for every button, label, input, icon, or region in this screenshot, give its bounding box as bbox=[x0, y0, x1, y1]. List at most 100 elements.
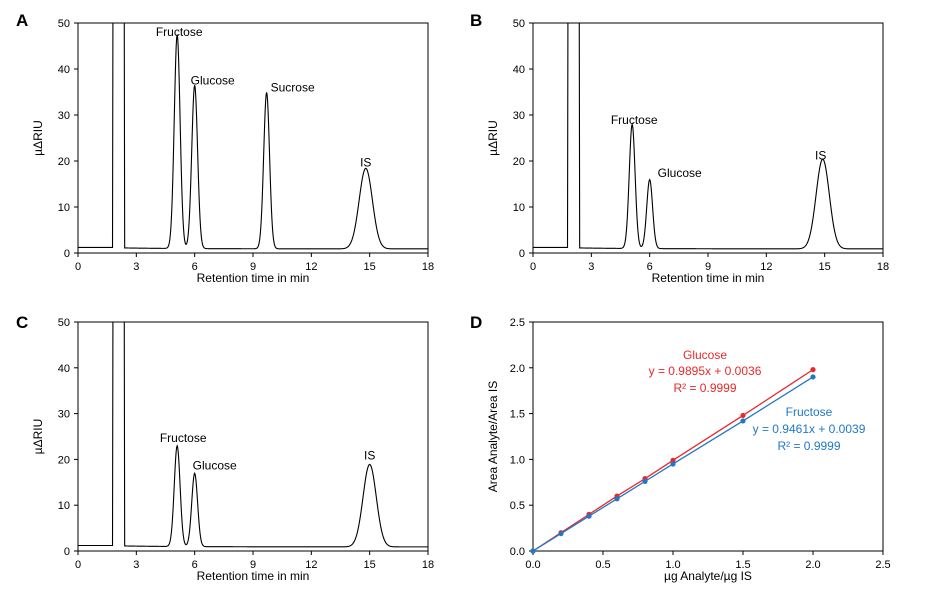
panel-letter: C bbox=[16, 313, 28, 332]
y-tick-label: 2.5 bbox=[510, 317, 525, 329]
y-tick-label: 10 bbox=[513, 202, 525, 214]
data-point-fructose bbox=[740, 418, 746, 424]
peak-label-glucose: Glucose bbox=[191, 74, 235, 88]
x-tick-label: 9 bbox=[250, 559, 256, 571]
x-tick-label: 1.5 bbox=[735, 559, 750, 571]
x-tick-label: 9 bbox=[250, 261, 256, 273]
x-tick-label: 0 bbox=[75, 261, 81, 273]
x-tick-label: 15 bbox=[819, 261, 831, 273]
plot-frame bbox=[532, 22, 884, 254]
data-point-glucose bbox=[810, 367, 816, 373]
x-tick-label: 18 bbox=[422, 261, 434, 273]
y-tick-label: 30 bbox=[58, 409, 70, 421]
x-tick-label: 2.5 bbox=[875, 559, 890, 571]
y-tick-label: 0.0 bbox=[510, 546, 525, 558]
panel-d: D 0.0 0.5 1.0 1.5 2.0 2.5 0.0 0.5 1.0 1.5 2.0 2.5 µg … bbox=[470, 313, 891, 583]
peak-label-is: IS bbox=[364, 449, 375, 463]
x-tick-label: 0 bbox=[530, 261, 536, 273]
y-tick-label: 0.5 bbox=[510, 500, 525, 512]
series-name-glucose: Glucose bbox=[683, 348, 727, 362]
chromatogram-trace bbox=[78, 322, 428, 548]
y-tick-label: 0 bbox=[64, 546, 70, 558]
y-tick-label: 50 bbox=[58, 18, 70, 30]
y-tick-label: 0 bbox=[519, 248, 525, 260]
x-tick-label: 12 bbox=[305, 261, 317, 273]
y-tick-label: 30 bbox=[58, 110, 70, 122]
x-tick-label: 15 bbox=[364, 261, 376, 273]
data-point-fructose bbox=[530, 548, 536, 554]
x-tick-label: 3 bbox=[133, 559, 139, 571]
x-tick-label: 0.0 bbox=[525, 559, 540, 571]
x-tick-label: 2.0 bbox=[805, 559, 820, 571]
x-tick-label: 12 bbox=[305, 559, 317, 571]
x-tick-label: 9 bbox=[705, 261, 711, 273]
panel-b: B 0 3 6 9 12 15 18 0 10 20 30 40 50 Retention time in … bbox=[470, 11, 889, 285]
x-axis-label: Retention time in min bbox=[197, 569, 310, 583]
panel-letter: A bbox=[16, 11, 28, 30]
y-tick-label: 1.0 bbox=[510, 454, 525, 466]
y-tick-label: 10 bbox=[58, 500, 70, 512]
y-tick-label: 50 bbox=[58, 317, 70, 329]
data-point-glucose bbox=[670, 457, 676, 463]
x-tick-label: 6 bbox=[192, 261, 198, 273]
plot-frame bbox=[532, 321, 884, 552]
x-tick-label: 3 bbox=[588, 261, 594, 273]
x-tick-label: 6 bbox=[192, 559, 198, 571]
peak-label-sucrose: Sucrose bbox=[271, 81, 315, 95]
y-axis-label: µΔRIU bbox=[486, 120, 500, 156]
x-axis-label: µg Analyte/µg IS bbox=[664, 569, 752, 583]
x-tick-label: 15 bbox=[364, 559, 376, 571]
peak-label-is: IS bbox=[815, 148, 826, 162]
peak-label-fructose: Fructose bbox=[611, 113, 658, 127]
data-point-glucose bbox=[740, 412, 746, 419]
peak-label-fructose: Fructose bbox=[156, 25, 203, 39]
r-squared-fructose: R² = 0.9999 bbox=[777, 439, 840, 453]
peak-label-is: IS bbox=[360, 156, 371, 170]
panel-c: C 0 3 6 9 12 15 18 0 10 20 30 40 50 Retention time in … bbox=[16, 313, 434, 583]
chromatogram-trace bbox=[533, 23, 883, 250]
x-tick-label: 3 bbox=[133, 261, 139, 273]
y-tick-label: 1.5 bbox=[510, 409, 525, 421]
panel-letter: D bbox=[470, 313, 482, 332]
y-tick-label: 40 bbox=[513, 64, 525, 76]
x-tick-label: 18 bbox=[877, 261, 889, 273]
peak-label-glucose: Glucose bbox=[658, 166, 702, 180]
y-tick-label: 40 bbox=[58, 363, 70, 375]
peak-label-glucose: Glucose bbox=[193, 459, 237, 473]
y-tick-label: 2.0 bbox=[510, 363, 525, 375]
data-point-fructose bbox=[810, 374, 816, 380]
series-line-fructose bbox=[532, 376, 814, 552]
y-tick-label: 20 bbox=[58, 156, 70, 168]
x-tick-label: 0 bbox=[75, 559, 81, 571]
x-tick-label: 6 bbox=[647, 261, 653, 273]
x-axis-label: Retention time in min bbox=[197, 271, 310, 285]
y-axis-label: µΔRIU bbox=[31, 419, 45, 455]
plot-frame bbox=[77, 321, 429, 552]
y-tick-label: 0 bbox=[64, 248, 70, 260]
panel-letter: B bbox=[470, 11, 482, 30]
data-point-fructose bbox=[642, 478, 648, 484]
data-point-fructose bbox=[558, 530, 564, 537]
data-point-fructose bbox=[670, 461, 676, 467]
y-tick-label: 50 bbox=[513, 18, 525, 30]
y-tick-label: 10 bbox=[58, 202, 70, 214]
x-tick-label: 12 bbox=[760, 261, 772, 273]
data-point-fructose bbox=[614, 496, 620, 502]
regression-equation-glucose: y = 0.9895x + 0.0036 bbox=[649, 364, 762, 378]
panel-a: A 0 3 6 9 12 15 18 0 10 20 30 40 50 Retention time in … bbox=[16, 11, 434, 285]
data-point-fructose bbox=[586, 513, 592, 519]
chromatogram-trace bbox=[78, 23, 428, 250]
series-name-fructose: Fructose bbox=[786, 405, 833, 419]
y-axis-label: Area Analyte/Area IS bbox=[486, 381, 500, 492]
y-tick-label: 40 bbox=[58, 64, 70, 76]
x-tick-label: 18 bbox=[422, 559, 434, 571]
y-axis-label: µΔRIU bbox=[31, 120, 45, 156]
r-squared-glucose: R² = 0.9999 bbox=[673, 381, 736, 395]
x-axis-label: Retention time in min bbox=[652, 271, 765, 285]
y-tick-label: 30 bbox=[513, 110, 525, 122]
y-tick-label: 20 bbox=[513, 156, 525, 168]
series-line-glucose bbox=[532, 369, 814, 552]
peak-label-fructose: Fructose bbox=[160, 431, 207, 445]
regression-equation-fructose: y = 0.9461x + 0.0039 bbox=[753, 422, 866, 436]
y-tick-label: 20 bbox=[58, 454, 70, 466]
